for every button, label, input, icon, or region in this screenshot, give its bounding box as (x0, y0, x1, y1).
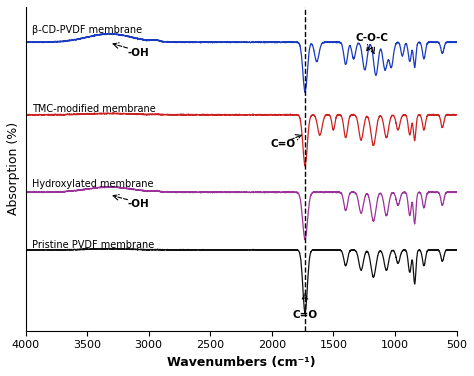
Text: C-O-C: C-O-C (356, 33, 389, 43)
Text: Pristine PVDF membrane: Pristine PVDF membrane (32, 240, 154, 250)
Text: -OH: -OH (128, 47, 150, 58)
Text: -OH: -OH (128, 199, 150, 209)
Text: TMC-modified membrane: TMC-modified membrane (32, 105, 155, 114)
Y-axis label: Absorption (%): Absorption (%) (7, 122, 20, 215)
Text: C=O: C=O (270, 139, 295, 149)
Text: β-CD-PVDF membrane: β-CD-PVDF membrane (32, 25, 142, 35)
Text: Hydroxylated membrane: Hydroxylated membrane (32, 179, 153, 190)
Text: C=O: C=O (292, 309, 318, 320)
X-axis label: Wavenumbers (cm⁻¹): Wavenumbers (cm⁻¹) (167, 356, 315, 369)
